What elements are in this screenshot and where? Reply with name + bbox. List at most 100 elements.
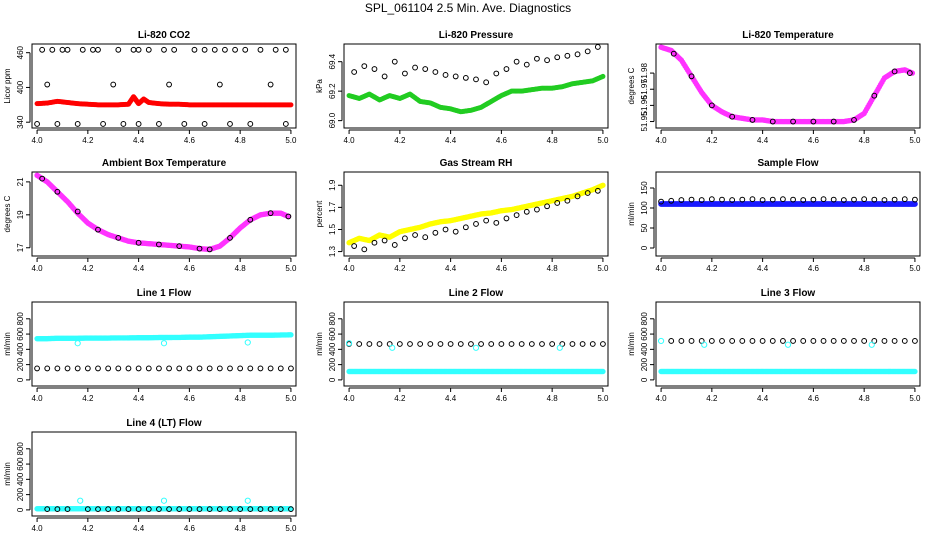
data-point xyxy=(211,46,218,53)
data-point xyxy=(719,338,725,344)
chart-panel-2: Li-820 Pressure 4.0 4.2 4.4 4.6 4.8 5.0 69.0 69.… xyxy=(315,30,609,145)
data-point xyxy=(810,196,817,203)
data-point xyxy=(820,338,827,344)
data-point xyxy=(115,365,122,372)
y-tick-label: 100 xyxy=(640,201,649,215)
plot-frame xyxy=(31,301,297,387)
y-axis-label: ml/min xyxy=(627,332,636,356)
x-tick-label: 4.6 xyxy=(184,524,196,533)
series-diagnostic xyxy=(351,187,601,253)
chart-panel-8: Line 2 Flow 4.0 4.2 4.4 4.6 4.8 5.0 0 2004006008… xyxy=(315,288,609,403)
x-tick-label: 4.0 xyxy=(344,394,356,403)
y-tick-label: 0 xyxy=(16,507,25,512)
data-point xyxy=(891,338,898,344)
series-flow xyxy=(346,368,606,375)
data-point xyxy=(523,208,530,215)
data-point xyxy=(589,341,596,347)
data-point xyxy=(44,365,51,372)
data-point xyxy=(594,44,601,50)
data-point xyxy=(594,187,601,194)
x-tick-label: 5.0 xyxy=(597,264,609,273)
data-point xyxy=(257,506,264,513)
x-tick-label: 4.0 xyxy=(344,136,356,145)
chart-panel-9: Line 3 Flow 4.0 4.2 4.4 4.6 4.8 5.0 0 2004006008… xyxy=(627,288,921,403)
data-point xyxy=(115,234,122,241)
data-point xyxy=(59,46,66,53)
chart-panel-7: Line 1 Flow 4.0 4.2 4.4 4.6 4.8 5.0 0 2004006008… xyxy=(3,288,297,403)
data-point xyxy=(912,201,918,207)
y-tick-label: 51.97 xyxy=(640,79,649,100)
data-point xyxy=(688,338,695,344)
series-outlier xyxy=(74,339,251,347)
series-outlier xyxy=(657,337,875,348)
data-point xyxy=(830,118,837,125)
y-tick-label: 400 xyxy=(16,472,25,486)
x-tick-label: 4.0 xyxy=(32,524,44,533)
data-points xyxy=(657,337,918,375)
y-tick-label: 460 xyxy=(16,45,25,59)
data-point xyxy=(769,338,776,344)
data-point xyxy=(191,46,198,53)
y-axis-label: degrees C xyxy=(3,195,12,232)
data-point xyxy=(196,365,203,372)
x-tick-label: 4.0 xyxy=(32,394,44,403)
series-diagnostic xyxy=(39,175,292,253)
series-diagnostic xyxy=(346,341,606,347)
data-point xyxy=(120,121,127,127)
data-point xyxy=(452,228,459,235)
data-points xyxy=(34,46,294,127)
data-point xyxy=(381,73,388,80)
chart-panel-1: Li-820 CO2 4.0 4.2 4.4 4.6 4.8 5.0 340 400 460 Lic… xyxy=(3,30,297,145)
data-point xyxy=(156,121,162,127)
data-point xyxy=(539,341,545,347)
data-point xyxy=(891,68,898,75)
series-diagnostic xyxy=(34,365,294,372)
data-point xyxy=(135,121,142,127)
data-point xyxy=(227,234,233,241)
data-point xyxy=(110,81,117,88)
y-tick-label: 51.95 xyxy=(640,111,649,132)
data-point xyxy=(600,341,606,347)
data-points xyxy=(345,340,606,375)
data-point xyxy=(851,196,857,203)
data-point xyxy=(457,341,464,347)
data-point xyxy=(171,46,178,53)
data-point xyxy=(701,341,708,348)
data-point xyxy=(780,338,786,344)
data-point xyxy=(708,338,715,344)
x-tick-label: 4.8 xyxy=(235,394,247,403)
series-diagnostic xyxy=(670,50,913,125)
x-tick-label: 4.4 xyxy=(757,136,769,145)
series-outlier xyxy=(77,497,251,504)
y-tick-label: 150 xyxy=(640,181,649,195)
data-point xyxy=(135,239,142,246)
data-point xyxy=(503,66,510,72)
data-point xyxy=(851,117,857,123)
x-tick-label: 4.4 xyxy=(757,264,769,273)
data-point xyxy=(196,506,203,513)
x-tick-label: 4.2 xyxy=(394,264,406,273)
y-axis-label: ml/min xyxy=(315,332,324,356)
data-point xyxy=(145,46,152,53)
panel-title: Li-820 Temperature xyxy=(742,30,834,41)
data-point xyxy=(417,341,424,347)
data-point xyxy=(145,506,152,513)
data-point xyxy=(493,219,500,226)
data-point xyxy=(518,341,525,347)
y-tick-label: 69.0 xyxy=(328,112,337,128)
data-point xyxy=(800,197,807,203)
x-tick-label: 4.6 xyxy=(808,264,820,273)
x-tick-label: 4.6 xyxy=(496,394,508,403)
x-tick-label: 4.2 xyxy=(394,394,406,403)
series-diagnostic xyxy=(668,338,918,344)
x-tick-label: 4.2 xyxy=(394,136,406,145)
data-point xyxy=(871,92,878,99)
data-point xyxy=(891,196,898,203)
data-point xyxy=(600,182,606,188)
data-point xyxy=(361,63,368,70)
data-point xyxy=(64,365,71,372)
data-point xyxy=(600,368,606,375)
y-tick-label: 200 xyxy=(16,357,25,371)
y-tick-label: 400 xyxy=(640,342,649,356)
data-point xyxy=(49,46,56,53)
